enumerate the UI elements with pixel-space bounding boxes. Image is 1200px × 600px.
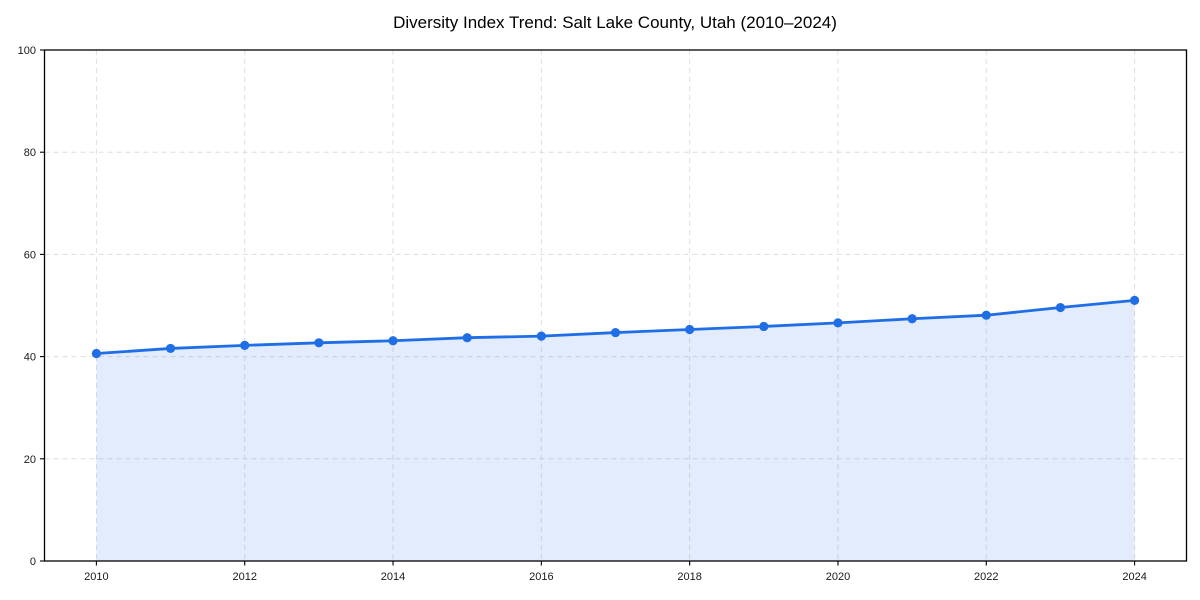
data-point-2018 (685, 324, 695, 335)
data-point-2015 (462, 333, 472, 343)
data-point-2011 (165, 343, 176, 354)
x-tick-label-2020: 2020 (826, 571, 850, 583)
y-tick-label-60: 60 (24, 249, 36, 261)
x-tick-label-2010: 2010 (84, 571, 108, 583)
data-point-2023 (1055, 302, 1066, 313)
plot-border (43, 49, 1188, 562)
x-tick-label-2022: 2022 (974, 571, 998, 583)
chart-title: Diversity Index Trend: Salt Lake County,… (393, 13, 837, 32)
y-tick-label-40: 40 (24, 352, 36, 364)
x-tick-label-2018: 2018 (677, 571, 701, 583)
y-tick-label-80: 80 (24, 147, 36, 159)
x-tick-label-2024: 2024 (1122, 571, 1146, 583)
y-tick-label-20: 20 (24, 454, 36, 466)
data-point-2013 (314, 338, 324, 348)
grid-layer (44, 50, 1187, 561)
axes-layer: 2010 2012 2014 2016 2018 2020 2022 2024 0 20 40 60 8… (18, 45, 1188, 583)
data-point-2010 (91, 348, 102, 359)
x-tick-label-2012: 2012 (232, 571, 256, 583)
data-point-2020 (833, 318, 843, 328)
data-point-2019 (759, 321, 769, 332)
data-point-2022 (981, 310, 991, 320)
data-point-2016 (536, 331, 546, 341)
area-fill-layer (96, 300, 1135, 561)
data-point-2012 (240, 340, 250, 350)
data-point-2021 (907, 314, 917, 324)
y-tick-label-100: 100 (18, 45, 36, 57)
x-tick-label-2014: 2014 (381, 571, 405, 583)
area-fill (96, 300, 1135, 561)
data-point-2017 (610, 327, 621, 338)
marker-layer (91, 295, 1140, 359)
data-point-2014 (388, 336, 398, 346)
y-tick-label-0: 0 (30, 556, 36, 568)
data-point-2024 (1129, 295, 1140, 305)
x-tick-label-2016: 2016 (529, 571, 553, 583)
